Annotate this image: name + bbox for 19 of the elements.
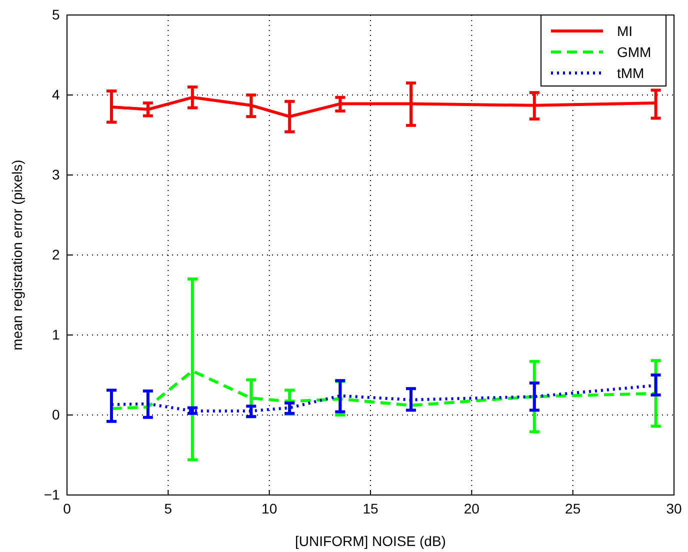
y-tick-label: −1 (44, 486, 60, 502)
y-tick-label: 0 (52, 406, 60, 422)
x-axis-title: [UNIFORM] NOISE (dB) (295, 533, 446, 549)
legend-label: MI (617, 23, 633, 39)
x-tick-label: 5 (164, 500, 172, 516)
x-tick-label: 25 (565, 500, 581, 516)
x-tick-label: 20 (464, 500, 480, 516)
y-tick-label: 2 (52, 246, 60, 262)
y-tick-label: 5 (52, 6, 60, 22)
y-axis-title: mean registration error (pixels) (9, 160, 25, 350)
y-tick-label: 1 (52, 326, 60, 342)
y-tick-label: 4 (52, 86, 60, 102)
y-tick-label: 3 (52, 166, 60, 182)
x-tick-label: 0 (63, 500, 72, 516)
legend-label: GMM (617, 44, 652, 60)
legend-label: tMM (617, 65, 644, 81)
x-tick-label: 10 (262, 500, 278, 516)
x-tick-label: 30 (666, 500, 682, 516)
x-tick-label: 15 (362, 500, 378, 516)
